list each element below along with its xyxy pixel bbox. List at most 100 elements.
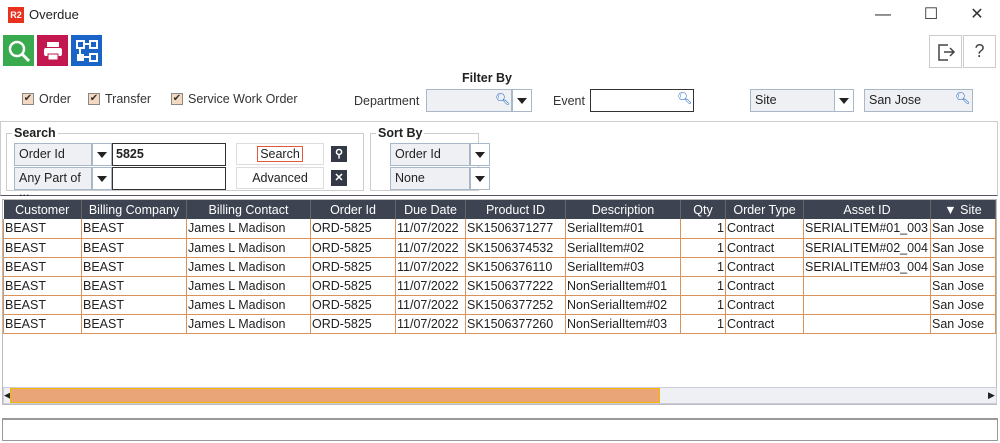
site-type-dropdown[interactable] [834, 89, 854, 112]
table-row[interactable]: BEAST BEAST James L Madison ORD-5825 11/07/2… [3, 314, 996, 334]
column-header[interactable]: ▼ Site [930, 200, 996, 219]
table-cell: SERIALITEM#02_004 [803, 238, 931, 258]
sort-first-select[interactable]: Order Id [390, 143, 470, 166]
table-cell [803, 314, 931, 334]
checkbox-label: Order [39, 92, 71, 106]
table-cell: SERIALITEM#03_004 [803, 257, 931, 277]
table-cell [803, 276, 931, 296]
search-button-label: Search [257, 146, 303, 162]
column-header[interactable]: Billing Company [81, 200, 187, 219]
sort-first-dropdown[interactable] [470, 143, 490, 166]
chevron-down-icon [517, 97, 527, 104]
sort-group-title: Sort By [376, 126, 425, 140]
table-cell: NonSerialItem#01 [565, 276, 681, 296]
table-cell: BEAST [3, 276, 82, 296]
match-type-select[interactable]: Any Part of ... [14, 167, 92, 199]
table-cell: James L Madison [186, 314, 311, 334]
checkmark-icon: ✔ [171, 93, 183, 105]
checkbox-service-work-order[interactable]: ✔ Service Work Order [171, 92, 298, 106]
search-value2-input[interactable] [112, 167, 226, 190]
column-header[interactable]: Asset ID [803, 200, 931, 219]
table-cell: San Jose [930, 276, 996, 296]
search-icon[interactable]: 🔍︎ [677, 91, 693, 105]
exit-button[interactable] [929, 35, 962, 68]
help-button[interactable]: ? [963, 35, 996, 68]
table-row[interactable]: BEAST BEAST James L Madison ORD-5825 11/07/2… [3, 238, 996, 258]
table-cell: Contract [725, 238, 804, 258]
window-title: Overdue [29, 7, 79, 22]
column-header[interactable]: Order Id [310, 200, 396, 219]
search-panel [0, 121, 998, 196]
table-cell: ORD-5825 [310, 314, 396, 334]
search-field-dropdown[interactable] [92, 143, 112, 166]
column-header[interactable]: Billing Contact [186, 200, 311, 219]
scroll-left-icon[interactable]: ◀ [4, 390, 11, 400]
table-cell: San Jose [930, 219, 996, 239]
table-cell: San Jose [930, 314, 996, 334]
search-value-input[interactable]: 5825 [112, 143, 226, 166]
table-cell: ORD-5825 [310, 219, 396, 239]
event-input[interactable] [590, 89, 694, 112]
table-cell: James L Madison [186, 295, 311, 315]
column-header[interactable]: Due Date [395, 200, 466, 219]
scrollbar-thumb[interactable] [10, 388, 660, 403]
minimize-button[interactable]: — [875, 6, 891, 23]
print-button[interactable] [37, 35, 68, 66]
department-input[interactable] [426, 89, 512, 112]
column-header[interactable]: Order Type [725, 200, 804, 219]
sort-second-select[interactable]: None [390, 167, 470, 190]
column-header[interactable]: Customer [3, 200, 82, 219]
table-row[interactable]: BEAST BEAST James L Madison ORD-5825 11/07/2… [3, 295, 996, 315]
table-cell: NonSerialItem#02 [565, 295, 681, 315]
site-type-select[interactable]: Site [750, 89, 835, 112]
search-icon [8, 40, 30, 62]
table-cell: BEAST [3, 257, 82, 277]
table-cell: 11/07/2022 [395, 314, 466, 334]
clear-icon[interactable]: ✕ [331, 170, 347, 186]
column-header[interactable]: Product ID [465, 200, 566, 219]
table-cell: Contract [725, 257, 804, 277]
table-row[interactable]: BEAST BEAST James L Madison ORD-5825 11/07/2… [3, 257, 996, 277]
scroll-right-icon[interactable]: ▶ [988, 390, 995, 400]
search-icon[interactable]: 🔍︎ [495, 92, 511, 106]
chevron-down-icon [839, 97, 849, 104]
search-tool-button[interactable] [3, 35, 34, 66]
results-table: Customer Billing Company Billing Contact Or… [3, 200, 996, 334]
table-cell: NonSerialItem#03 [565, 314, 681, 334]
search-icon[interactable]: 🔍︎ [955, 91, 971, 105]
search-group [6, 133, 364, 191]
department-dropdown[interactable] [512, 89, 532, 112]
table-cell: BEAST [81, 257, 187, 277]
checkbox-order[interactable]: ✔ Order [22, 92, 71, 106]
table-cell: SK1506376110 [465, 257, 566, 277]
column-header[interactable]: Description [565, 200, 681, 219]
column-header-label: Site [960, 202, 982, 217]
close-button[interactable]: ✕ [970, 6, 984, 23]
column-header[interactable]: Qty [680, 200, 726, 219]
table-cell: SK1506374532 [465, 238, 566, 258]
hierarchy-button[interactable] [71, 35, 102, 66]
table-cell: 1 [680, 238, 726, 258]
table-cell: SerialItem#03 [565, 257, 681, 277]
table-row[interactable]: BEAST BEAST James L Madison ORD-5825 11/07/2… [3, 219, 996, 239]
checkbox-label: Transfer [105, 92, 152, 106]
table-cell: 11/07/2022 [395, 295, 466, 315]
checkbox-transfer[interactable]: ✔ Transfer [88, 92, 151, 106]
match-type-dropdown[interactable] [92, 167, 112, 190]
search-group-title: Search [12, 126, 58, 140]
sort-icon: ▼ [944, 202, 961, 217]
table-cell: 1 [680, 314, 726, 334]
search-button[interactable]: Search [236, 143, 324, 165]
table-cell: 11/07/2022 [395, 238, 466, 258]
checkbox-label: Service Work Order [188, 92, 298, 106]
sort-second-dropdown[interactable] [470, 167, 490, 190]
table-row[interactable]: BEAST BEAST James L Madison ORD-5825 11/07/2… [3, 276, 996, 296]
chevron-down-icon [97, 151, 107, 158]
site-input[interactable]: San Jose [864, 89, 973, 112]
table-cell: SK1506377222 [465, 276, 566, 296]
search-icon[interactable]: ⚲ [331, 146, 347, 162]
table-cell: BEAST [81, 276, 187, 296]
advanced-button[interactable]: Advanced [236, 167, 324, 189]
search-field-select[interactable]: Order Id [14, 143, 92, 166]
maximize-button[interactable]: ☐ [923, 6, 939, 23]
